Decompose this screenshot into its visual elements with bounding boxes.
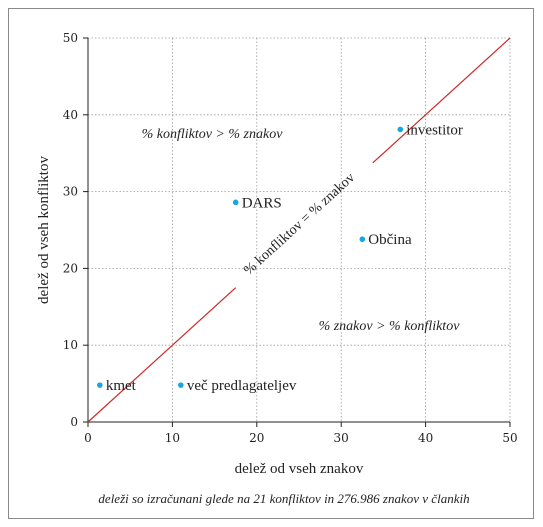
region-label-lower: % znakov > % konfliktov [319, 319, 461, 334]
x-axis-label: delež od vseh znakov [235, 461, 364, 477]
x-tick-label: 30 [334, 431, 349, 445]
x-tick-label: 0 [84, 431, 92, 445]
point-label: investitor [406, 122, 463, 138]
point-label: DARS [242, 195, 282, 211]
x-tick-label: 50 [502, 431, 517, 445]
y-tick-label: 10 [63, 338, 78, 352]
y-tick-label: 20 [63, 261, 78, 275]
data-point [397, 126, 404, 133]
point-label: več predlagateljev [187, 378, 297, 394]
footnote: deleži so izračunani glede na 21 konflik… [98, 491, 469, 506]
axis-ticks: 0 10 20 30 40 50 0 10 20 30 40 50 [63, 31, 518, 445]
data-points: kmet več predlagateljev DARS Občina investit… [97, 122, 463, 394]
y-tick-label: 50 [63, 31, 78, 45]
data-point [97, 382, 103, 388]
chart-frame [8, 8, 534, 519]
data-point [359, 236, 366, 243]
x-tick-label: 40 [418, 431, 433, 445]
x-tick-label: 20 [249, 431, 264, 445]
equality-line-label: % konfliktov = % znakov [241, 170, 358, 278]
y-tick-label: 0 [70, 415, 78, 429]
data-point [178, 382, 184, 388]
y-tick-label: 30 [63, 185, 78, 199]
region-label-upper: % konfliktov > % znakov [142, 127, 284, 142]
point-label: kmet [106, 378, 137, 394]
equality-line [87, 37, 511, 423]
y-tick-label: 40 [63, 108, 78, 122]
data-point [232, 199, 239, 206]
point-label: Občina [368, 232, 412, 248]
x-tick-label: 10 [165, 431, 180, 445]
y-axis-label: delež od vseh konfliktov [36, 156, 52, 304]
